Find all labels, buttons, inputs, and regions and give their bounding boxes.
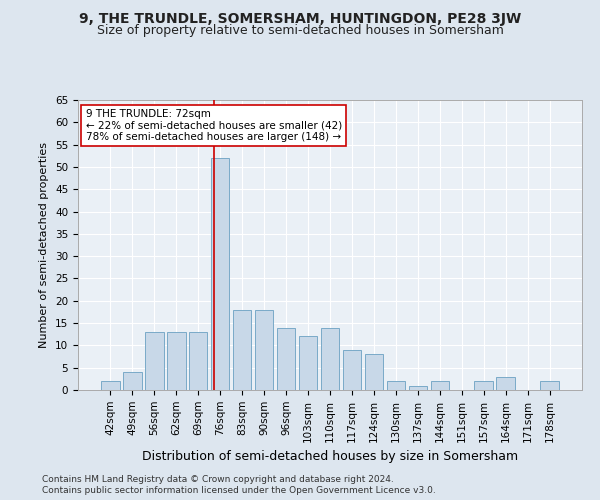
Bar xyxy=(123,372,142,390)
Text: 9 THE TRUNDLE: 72sqm
← 22% of semi-detached houses are smaller (42)
78% of semi-: 9 THE TRUNDLE: 72sqm ← 22% of semi-detac… xyxy=(86,108,342,142)
Text: 9, THE TRUNDLE, SOMERSHAM, HUNTINGDON, PE28 3JW: 9, THE TRUNDLE, SOMERSHAM, HUNTINGDON, P… xyxy=(79,12,521,26)
Bar xyxy=(211,158,229,390)
Bar xyxy=(233,310,251,390)
Text: Contains HM Land Registry data © Crown copyright and database right 2024.: Contains HM Land Registry data © Crown c… xyxy=(42,475,394,484)
Bar xyxy=(343,350,361,390)
Bar xyxy=(167,332,185,390)
Y-axis label: Number of semi-detached properties: Number of semi-detached properties xyxy=(40,142,49,348)
Bar xyxy=(386,381,405,390)
Bar xyxy=(475,381,493,390)
Text: Contains public sector information licensed under the Open Government Licence v3: Contains public sector information licen… xyxy=(42,486,436,495)
Bar xyxy=(365,354,383,390)
Bar xyxy=(189,332,208,390)
Bar xyxy=(277,328,295,390)
Bar xyxy=(496,376,515,390)
Bar xyxy=(299,336,317,390)
X-axis label: Distribution of semi-detached houses by size in Somersham: Distribution of semi-detached houses by … xyxy=(142,450,518,463)
Text: Size of property relative to semi-detached houses in Somersham: Size of property relative to semi-detach… xyxy=(97,24,503,37)
Bar xyxy=(145,332,164,390)
Bar xyxy=(320,328,340,390)
Bar xyxy=(101,381,119,390)
Bar xyxy=(431,381,449,390)
Bar xyxy=(541,381,559,390)
Bar xyxy=(409,386,427,390)
Bar xyxy=(255,310,274,390)
